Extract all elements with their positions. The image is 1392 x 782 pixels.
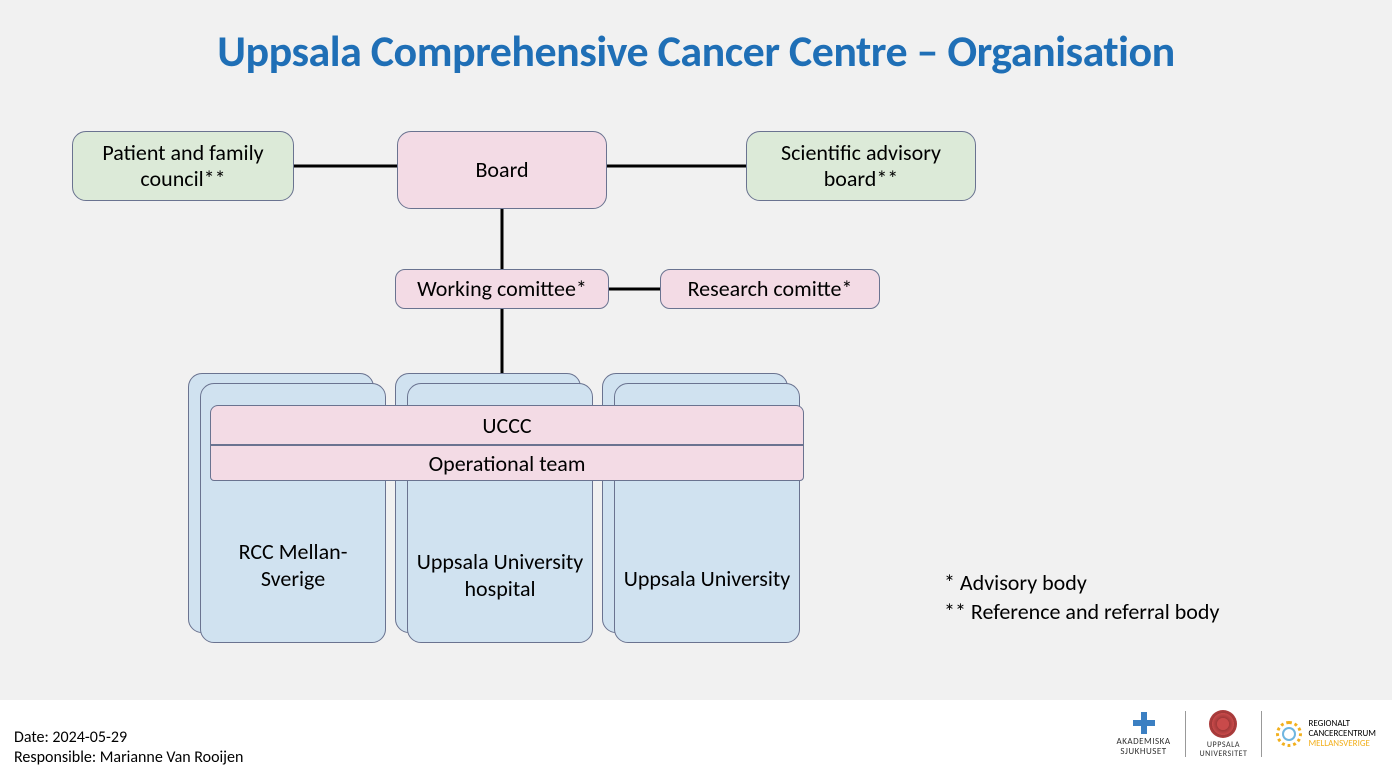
logo-strip: AKADEMISKA SJUKHUSET UPPSALA UNIVERSITET… <box>1117 710 1376 759</box>
overlay-label: UCCC <box>482 412 531 439</box>
node-working-committee: Working comittee* <box>395 269 609 309</box>
footer-date: Date: 2024-05-29 <box>14 728 243 748</box>
logo-uppsala-universitet: UPPSALA UNIVERSITET <box>1200 710 1248 759</box>
node-label: Research comitte* <box>688 276 853 302</box>
overlay-operational-team: Operational team <box>210 445 804 481</box>
slide-title: Uppsala Comprehensive Cancer Centre – Or… <box>0 24 1392 78</box>
node-label: Board <box>475 157 528 183</box>
seal-icon <box>1209 710 1237 738</box>
node-scientific-advisory-board: Scientific advisory board** <box>746 131 976 201</box>
ring-icon <box>1276 721 1302 747</box>
legend-line: ** Reference and referral body <box>944 598 1219 627</box>
logo-akademiska: AKADEMISKA SJUKHUSET <box>1117 712 1171 757</box>
node-label: RCC Mellan-Sverige <box>209 539 377 592</box>
node-label: Uppsala University hospital <box>416 549 584 602</box>
node-research-committee: Research comitte* <box>660 269 880 309</box>
overlay-label: Operational team <box>429 450 586 477</box>
footer-meta: Date: 2024-05-29 Responsible: Marianne V… <box>14 728 243 768</box>
node-label: Patient and family council** <box>81 140 285 193</box>
footer-responsible: Responsible: Marianne Van Rooijen <box>14 748 243 768</box>
node-label: Uppsala University <box>624 566 791 592</box>
logo-divider <box>1261 711 1262 757</box>
cross-icon <box>1133 712 1155 734</box>
node-label: Working comittee* <box>417 276 587 302</box>
logo-divider <box>1185 711 1186 757</box>
node-label: Scientific advisory board** <box>755 140 967 193</box>
logo-rcc: REGIONALT CANCERCENTRUM MELLANSVERIGE <box>1276 719 1376 749</box>
legend-line: * Advisory body <box>944 569 1219 598</box>
legend: * Advisory body ** Reference and referra… <box>944 569 1219 626</box>
overlay-uccc: UCCC <box>210 405 804 445</box>
node-board: Board <box>397 131 607 209</box>
footer: Date: 2024-05-29 Responsible: Marianne V… <box>0 700 1392 782</box>
node-patient-family-council: Patient and family council** <box>72 131 294 201</box>
slide-background: Uppsala Comprehensive Cancer Centre – Or… <box>0 0 1392 700</box>
